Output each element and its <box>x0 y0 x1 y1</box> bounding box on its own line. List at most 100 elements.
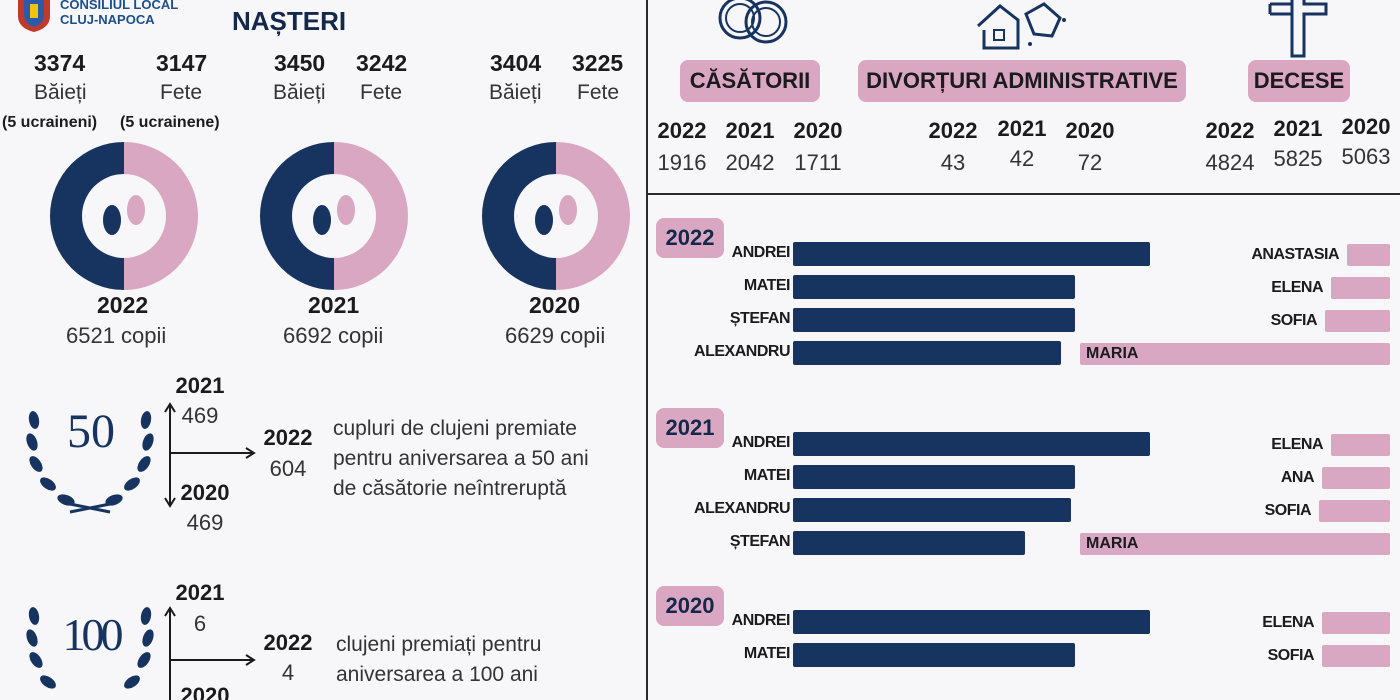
deaths-year-2022: 2022 <box>1205 118 1255 143</box>
births-year-2021: 2021 <box>308 292 360 318</box>
broken-house-icon <box>976 2 1066 50</box>
births-total-2020: 6629 copii <box>505 323 606 348</box>
marriages-value-2021: 2042 <box>725 150 775 175</box>
girl-name-label: ELENA <box>1271 279 1323 296</box>
names-year-2020: 2020 <box>656 586 724 626</box>
boys-label-2021: Băieți <box>273 81 326 104</box>
girl-name-label: SOFIA <box>1270 312 1318 329</box>
girls-count-2020: 3225 <box>572 50 624 76</box>
girl-name-label: MARIA <box>1086 535 1139 552</box>
boys-label-2020: Băieți <box>489 81 542 104</box>
girl-name-bar <box>1331 434 1390 456</box>
boy-name-bar <box>793 341 1061 365</box>
boys-count-2022: 3374 <box>34 50 86 76</box>
girls-label-2022: Fete <box>160 81 203 104</box>
anniv100-year-2022: 2022 <box>263 630 313 655</box>
deaths-value-2021: 5825 <box>1273 146 1323 171</box>
girls-note-2022: (5 ucrainene) <box>120 114 220 131</box>
marriages-value-2020: 1711 <box>794 150 842 175</box>
girl-name-label: SOFIA <box>1267 647 1315 664</box>
anniv100-value-2022: 4 <box>281 660 295 685</box>
births-donut-2021 <box>260 142 408 290</box>
divorces-value-2022: 43 <box>940 150 966 175</box>
council-name: CONSILIUL LOCAL CLUJ-NAPOCA <box>60 0 178 27</box>
girl-name-bar <box>1322 467 1390 489</box>
donut-boys-half <box>482 142 556 290</box>
deaths-year-2020: 2020 <box>1341 114 1391 139</box>
donut-boys-half <box>260 142 334 290</box>
girl-name-label: MARIA <box>1086 345 1139 362</box>
donut-girls-half <box>124 142 198 290</box>
boy-name-label: ANDREI <box>731 434 791 451</box>
deaths-year-2021: 2021 <box>1273 116 1323 141</box>
girls-count-2021: 3242 <box>356 50 408 76</box>
arrows-50 <box>164 402 256 508</box>
anniv50-year-2021: 2021 <box>175 373 225 398</box>
boy-name-label: ANDREI <box>731 612 791 629</box>
girl-name-label: ELENA <box>1271 436 1323 453</box>
boy-name-bar <box>793 465 1075 489</box>
girl-name-label: ELENA <box>1262 614 1314 631</box>
girl-name-bar <box>1319 500 1390 522</box>
girl-name-bar <box>1325 310 1390 332</box>
anniv100-description: clujeni premiați pentru aniversarea a 10… <box>336 630 541 690</box>
boy-name-bar <box>793 432 1150 456</box>
anniv50-desc-line-2: pentru aniversarea a 50 ani <box>333 447 589 470</box>
deaths-label: DECESE <box>1248 60 1350 102</box>
births-year-2020: 2020 <box>529 292 581 318</box>
girl-name-label: ANA <box>1280 469 1315 486</box>
girl-name-label: ANASTASIA <box>1251 246 1339 263</box>
baby-feet-icon <box>535 195 577 235</box>
divorces-year-2021: 2021 <box>997 116 1047 141</box>
boys-label-2022: Băieți <box>34 81 87 104</box>
births-total-2022: 6521 copii <box>66 323 167 348</box>
boy-name-bar <box>793 275 1075 299</box>
donut-boys-half <box>50 142 124 290</box>
council-line-1: CONSILIUL LOCAL <box>60 0 179 12</box>
girl-name-bar: MARIA <box>1080 533 1390 555</box>
boy-name-bar <box>793 242 1150 266</box>
boy-name-bar <box>793 498 1071 522</box>
names-year-2022: 2022 <box>656 218 724 258</box>
births-donut-2020 <box>482 142 630 290</box>
donut-girls-half <box>334 142 408 290</box>
boys-count-2020: 3404 <box>490 50 542 76</box>
arrows-100 <box>164 606 256 700</box>
divorces-value-2021: 42 <box>1009 146 1035 171</box>
names-year-2021: 2021 <box>656 408 724 448</box>
boy-name-label: ȘTEFAN <box>729 533 791 550</box>
births-total-2021: 6692 copii <box>283 323 384 348</box>
girl-name-label: SOFIA <box>1264 502 1312 519</box>
boy-name-label: ANDREI <box>731 244 791 261</box>
divorces-year-2020: 2020 <box>1065 118 1115 143</box>
donut-girls-half <box>556 142 630 290</box>
badge-50: 50 <box>67 405 115 458</box>
divorces-year-2022: 2022 <box>928 118 978 143</box>
boy-name-label: MATEI <box>743 277 791 294</box>
anniv50-year-2022: 2022 <box>263 425 313 450</box>
divorces-label: DIVORȚURI ADMINISTRATIVE <box>858 60 1186 102</box>
anniv50-value-2020: 469 <box>186 510 224 535</box>
girl-name-bar <box>1331 277 1390 299</box>
girl-name-bar: MARIA <box>1080 343 1390 365</box>
marriages-year-2020: 2020 <box>793 118 843 143</box>
girl-name-bar <box>1322 645 1390 667</box>
anniv50-year-2020: 2020 <box>180 480 230 505</box>
girl-name-bar <box>1347 244 1390 266</box>
marriages-value-2022: 1916 <box>657 150 707 175</box>
council-line-2: CLUJ-NAPOCA <box>60 12 155 27</box>
marriages-year-2021: 2021 <box>725 118 775 143</box>
city-crest-icon <box>18 0 50 32</box>
girls-count-2022: 3147 <box>156 50 208 76</box>
marriages-label: CĂSĂTORII <box>680 60 820 102</box>
laurel-wreath-100-icon <box>26 607 154 689</box>
boys-note-2022: (5 ucraineni) <box>2 114 98 131</box>
boy-name-bar <box>793 610 1150 634</box>
girls-label-2020: Fete <box>577 81 620 104</box>
baby-feet-icon <box>103 195 145 235</box>
marriages-year-2022: 2022 <box>657 118 707 143</box>
anniv100-desc-line-2: aniversarea a 100 ani <box>336 663 538 686</box>
boy-name-bar <box>793 643 1075 667</box>
vertical-divider <box>646 0 648 700</box>
cross-icon <box>1268 0 1328 58</box>
